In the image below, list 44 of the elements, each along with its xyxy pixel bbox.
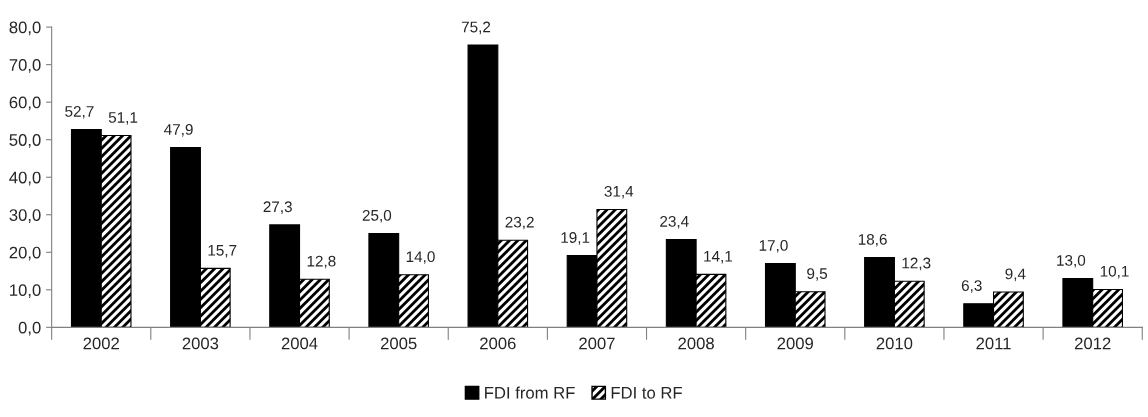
x-tick-label: 2002 [83,337,119,350]
data-label: 23,2 [505,216,534,230]
x-tick-label: 2009 [777,337,813,350]
x-tick-label: 2003 [182,337,219,350]
data-label: 14,0 [406,251,435,264]
legend-label: FDI from RF [485,386,575,399]
data-label: 19,1 [561,232,590,245]
data-label: 6,3 [961,280,982,293]
y-tick-label: 30,0 [9,209,41,223]
y-tick-label: 10,0 [10,284,41,298]
x-tick-label: 2010 [876,337,913,350]
x-tick-label: 2011 [976,337,1011,350]
data-label: 14,1 [704,251,733,264]
data-label: 52,7 [65,106,94,119]
data-label: 27,3 [263,201,292,214]
y-tick-label: 0,0 [18,321,41,336]
legend-label: FDI to RF [611,387,682,399]
data-label: 13,0 [1057,255,1086,268]
data-label: 25,0 [362,209,392,223]
x-tick-label: 2005 [380,337,417,350]
data-label: 47,9 [164,124,193,137]
x-tick-label: 2008 [678,337,714,350]
y-tick-label: 20,0 [9,246,41,261]
data-label: 10,1 [1100,265,1129,279]
data-label: 15,7 [208,245,237,258]
x-tick-label: 2012 [1074,337,1111,350]
data-label: 9,5 [807,268,828,281]
x-tick-label: 2004 [281,337,318,350]
y-tick-label: 60,0 [9,96,41,111]
y-tick-label: 70,0 [9,59,41,73]
data-label: 17,0 [759,239,788,253]
x-tick-label: 2007 [579,337,615,350]
data-label: 31,4 [604,185,634,199]
y-tick-label: 50,0 [9,134,41,148]
data-label: 18,6 [858,233,887,247]
data-label: 23,4 [660,215,689,229]
data-label: 75,2 [461,21,491,35]
x-tick-label: 2006 [480,337,516,350]
data-label: 12,8 [307,255,336,269]
data-label: 51,1 [108,112,138,125]
data-label: 9,4 [1005,268,1026,282]
data-label: 12,3 [902,257,931,271]
y-tick-label: 40,0 [9,171,41,186]
y-tick-label: 80,0 [9,21,41,36]
